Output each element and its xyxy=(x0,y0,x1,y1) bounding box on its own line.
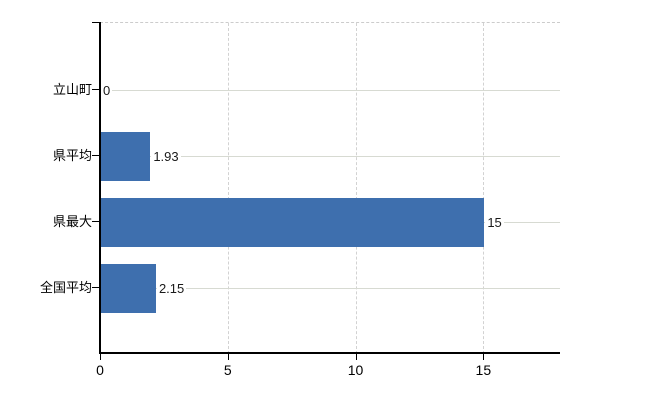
category-label: 全国平均 xyxy=(39,280,92,295)
value-label: 0 xyxy=(101,83,113,98)
x-axis-tick-label: 15 xyxy=(475,362,492,378)
value-label: 1.93 xyxy=(151,149,181,164)
category-tick xyxy=(92,155,99,156)
category-tick xyxy=(92,221,99,222)
category-label: 県平均 xyxy=(52,148,92,163)
x-axis-tick-label: 5 xyxy=(223,362,232,378)
category-tick xyxy=(92,287,99,288)
x-axis-tick xyxy=(355,354,357,360)
x-axis-line xyxy=(99,352,560,354)
vertical-gridline xyxy=(355,23,357,354)
value-label: 15 xyxy=(485,215,504,230)
y-axis-top-tick xyxy=(92,22,100,23)
x-axis-tick xyxy=(100,354,101,360)
vertical-gridline xyxy=(483,23,485,354)
bar-県平均 xyxy=(101,131,151,181)
row-gridline xyxy=(100,90,560,91)
x-axis-tick xyxy=(483,354,485,360)
y-axis-line xyxy=(99,22,101,353)
x-axis-tick xyxy=(227,354,229,360)
vertical-gridline xyxy=(227,23,229,354)
category-label: 県最大 xyxy=(52,214,92,229)
bar-県最大 xyxy=(101,197,485,247)
row-gridline xyxy=(100,288,560,289)
value-label: 2.15 xyxy=(156,281,187,296)
category-tick xyxy=(92,89,99,90)
bar-全国平均 xyxy=(101,263,156,313)
x-axis-tick-label: 10 xyxy=(347,362,364,378)
plot-area: 0 1.93 15 2.15 xyxy=(100,22,560,354)
row-gridline xyxy=(100,156,560,157)
x-axis-tick-label: 0 xyxy=(96,362,104,378)
category-label: 立山町 xyxy=(52,82,92,97)
